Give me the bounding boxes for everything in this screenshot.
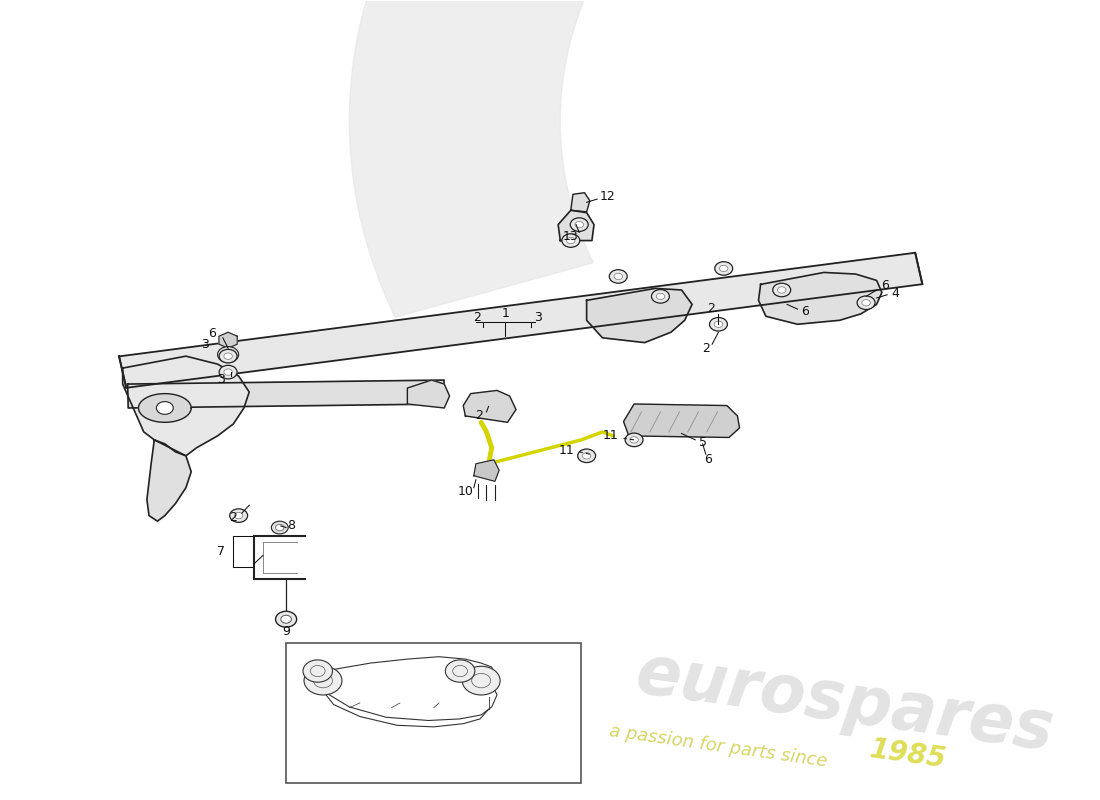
Text: 7: 7 <box>217 545 224 558</box>
Polygon shape <box>219 332 238 348</box>
Polygon shape <box>759 273 882 324</box>
Circle shape <box>710 318 727 331</box>
Circle shape <box>280 615 292 623</box>
Circle shape <box>862 299 870 306</box>
Circle shape <box>219 366 238 379</box>
Text: 8: 8 <box>287 519 296 533</box>
Text: 3: 3 <box>217 373 224 386</box>
Circle shape <box>304 666 342 695</box>
Text: 4: 4 <box>892 286 900 300</box>
Circle shape <box>614 274 623 280</box>
Circle shape <box>276 524 284 530</box>
Circle shape <box>578 449 595 462</box>
Circle shape <box>714 321 723 327</box>
Polygon shape <box>307 657 497 721</box>
Circle shape <box>219 350 238 363</box>
Polygon shape <box>119 253 923 388</box>
Text: 12: 12 <box>600 190 616 203</box>
Circle shape <box>625 433 644 446</box>
Text: 6: 6 <box>881 279 889 293</box>
Circle shape <box>719 266 728 272</box>
Text: 3: 3 <box>201 338 209 350</box>
Text: 11: 11 <box>559 444 574 457</box>
Circle shape <box>562 234 580 247</box>
Text: a passion for parts since: a passion for parts since <box>608 722 828 771</box>
Text: 2: 2 <box>702 342 710 355</box>
Circle shape <box>156 402 174 414</box>
Text: 9: 9 <box>283 625 290 638</box>
Polygon shape <box>463 390 516 422</box>
Polygon shape <box>350 0 835 318</box>
Polygon shape <box>139 394 191 422</box>
Circle shape <box>857 296 874 310</box>
Text: 6: 6 <box>704 454 712 466</box>
Text: 10: 10 <box>458 485 473 498</box>
Circle shape <box>609 270 627 283</box>
Text: 6: 6 <box>801 305 808 318</box>
Circle shape <box>582 453 591 459</box>
Circle shape <box>218 346 239 362</box>
Text: 1: 1 <box>502 307 509 321</box>
Bar <box>286 643 582 782</box>
Polygon shape <box>624 404 739 438</box>
Circle shape <box>566 238 575 244</box>
Text: 6: 6 <box>208 327 217 340</box>
Polygon shape <box>128 380 444 408</box>
Text: 2: 2 <box>473 310 481 323</box>
Polygon shape <box>407 380 450 408</box>
Polygon shape <box>147 440 191 521</box>
Circle shape <box>223 350 233 358</box>
Circle shape <box>651 290 670 303</box>
Circle shape <box>657 293 664 299</box>
Text: 1985: 1985 <box>868 735 948 774</box>
Polygon shape <box>474 460 499 482</box>
Circle shape <box>230 509 248 522</box>
Circle shape <box>575 222 583 228</box>
Circle shape <box>715 262 733 275</box>
Text: 2: 2 <box>707 302 715 315</box>
Circle shape <box>224 353 232 359</box>
Circle shape <box>276 611 297 627</box>
Circle shape <box>446 660 475 682</box>
Polygon shape <box>123 356 250 456</box>
Circle shape <box>272 521 288 534</box>
Text: 2: 2 <box>475 410 483 422</box>
Text: 5: 5 <box>698 436 706 449</box>
Circle shape <box>778 286 785 293</box>
Text: eurospares: eurospares <box>631 641 1058 765</box>
Circle shape <box>224 369 232 375</box>
Polygon shape <box>571 193 590 212</box>
Circle shape <box>462 666 501 695</box>
Text: 3: 3 <box>535 310 542 323</box>
Circle shape <box>234 513 243 518</box>
Polygon shape <box>586 288 692 342</box>
Text: 11: 11 <box>603 430 619 442</box>
Circle shape <box>630 437 638 443</box>
Circle shape <box>302 660 332 682</box>
Circle shape <box>773 283 791 297</box>
Circle shape <box>570 218 589 231</box>
Text: 13: 13 <box>563 230 579 243</box>
Polygon shape <box>558 210 594 241</box>
Text: 2: 2 <box>230 511 238 525</box>
